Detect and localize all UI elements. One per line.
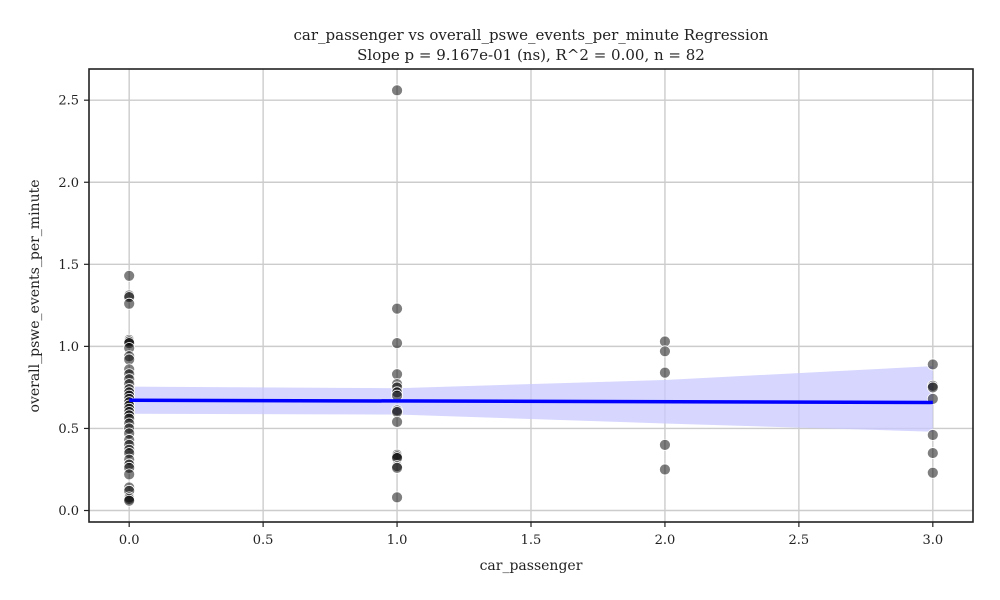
y-tick-label: 1.0 xyxy=(58,340,79,355)
x-tick-label: 0.0 xyxy=(119,533,140,548)
data-point xyxy=(659,335,671,348)
data-point xyxy=(123,468,136,481)
data-point xyxy=(391,302,403,315)
regression-line-layer xyxy=(129,398,933,405)
x-axis-label: car_passenger xyxy=(480,558,583,574)
confidence-band xyxy=(129,366,933,432)
data-point xyxy=(926,447,939,459)
data-point xyxy=(391,406,403,418)
data-point xyxy=(391,84,403,97)
confidence-band-layer xyxy=(129,366,933,432)
data-point xyxy=(391,337,403,349)
data-point xyxy=(391,491,403,504)
x-tick-label: 1.0 xyxy=(387,533,408,548)
data-point xyxy=(659,463,671,476)
data-point xyxy=(659,345,671,358)
x-tick-label: 2.0 xyxy=(655,533,676,548)
x-tick-label: 2.5 xyxy=(789,533,810,548)
x-tick-label: 1.5 xyxy=(521,533,542,548)
x-tick-label: 0.5 xyxy=(253,533,274,548)
data-point xyxy=(123,353,136,366)
y-tick-label: 0.0 xyxy=(58,504,79,519)
chart-title: car_passenger vs overall_pswe_events_per… xyxy=(294,26,769,44)
y-tick-label: 2.0 xyxy=(58,176,79,191)
data-point xyxy=(123,297,136,310)
data-point xyxy=(926,381,939,394)
data-point xyxy=(659,438,671,451)
chart-subtitle: Slope p = 9.167e-01 (ns), R^2 = 0.00, n … xyxy=(357,46,705,64)
x-tick-label: 3.0 xyxy=(922,533,943,548)
data-point xyxy=(659,366,671,379)
data-point xyxy=(391,368,403,381)
data-point xyxy=(391,415,403,428)
y-axis-label: overall_pswe_events_per_minute xyxy=(27,180,43,413)
data-point xyxy=(391,461,403,474)
regression-line xyxy=(129,398,933,405)
y-tick-label: 1.5 xyxy=(58,258,79,273)
x-axis-ticks: 0.0 0.5 1.0 1.5 2.0 2.5 3.0 xyxy=(119,522,943,548)
y-axis-ticks: 0.0 0.5 1.0 1.5 2.0 2.5 xyxy=(58,94,89,519)
data-point xyxy=(123,494,136,507)
data-point xyxy=(926,429,939,441)
data-points xyxy=(123,84,939,507)
data-point xyxy=(926,466,939,479)
data-point xyxy=(926,358,939,371)
y-tick-label: 2.5 xyxy=(58,94,79,109)
data-point xyxy=(123,269,136,282)
grid-lines xyxy=(89,69,973,522)
y-tick-label: 0.5 xyxy=(58,422,79,437)
